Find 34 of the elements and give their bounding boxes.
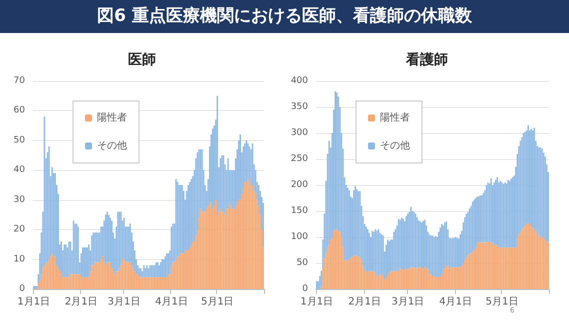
x-tick-label: 2月1日 — [348, 296, 381, 308]
y-tick-label: 10 — [14, 254, 26, 264]
y-tick-label: 50 — [14, 135, 26, 146]
y-tick-label: 100 — [290, 232, 308, 242]
x-tick-label: 1月1日 — [300, 296, 334, 308]
x-tick-label: 2月1日 — [64, 296, 98, 308]
legend-label: 陽性者 — [380, 112, 410, 124]
y-tick-label: 300 — [290, 128, 308, 138]
y-tick-label: 30 — [14, 194, 26, 205]
y-tick-label: 50 — [296, 258, 308, 268]
x-tick-label: 5月1日 — [200, 296, 234, 308]
legend-label: その他 — [97, 140, 127, 152]
y-tick-label: 60 — [14, 106, 26, 116]
y-tick-label: 350 — [290, 102, 308, 112]
x-tick-label: 3月1日 — [391, 296, 424, 308]
y-tick-label: 400 — [290, 76, 308, 86]
x-tick-label: 4月1日 — [155, 296, 188, 308]
y-tick-label: 20 — [14, 224, 26, 235]
legend-label: 陽性者 — [97, 112, 127, 124]
y-tick-label: 70 — [14, 76, 26, 86]
y-tick-label: 200 — [290, 180, 308, 190]
legend-label: その他 — [380, 140, 410, 152]
y-tick-label: 150 — [290, 206, 308, 216]
y-tick-label: 0 — [19, 284, 26, 294]
caption: 図6 重点医療機関における医師、看護師の休職数 — [0, 0, 569, 33]
x-tick-label: 4月1日 — [439, 296, 472, 308]
y-tick-label: 0 — [302, 284, 308, 294]
y-tick-label: 40 — [14, 165, 26, 176]
chart-title: 医師 — [128, 52, 156, 68]
x-tick-label: 5月1日 — [486, 296, 518, 308]
x-tick-label: 1月1日 — [17, 296, 50, 308]
y-tick-label: 250 — [290, 154, 308, 164]
chart-title: 看護師 — [405, 51, 448, 68]
x-tick-label: 3月1日 — [108, 296, 140, 308]
